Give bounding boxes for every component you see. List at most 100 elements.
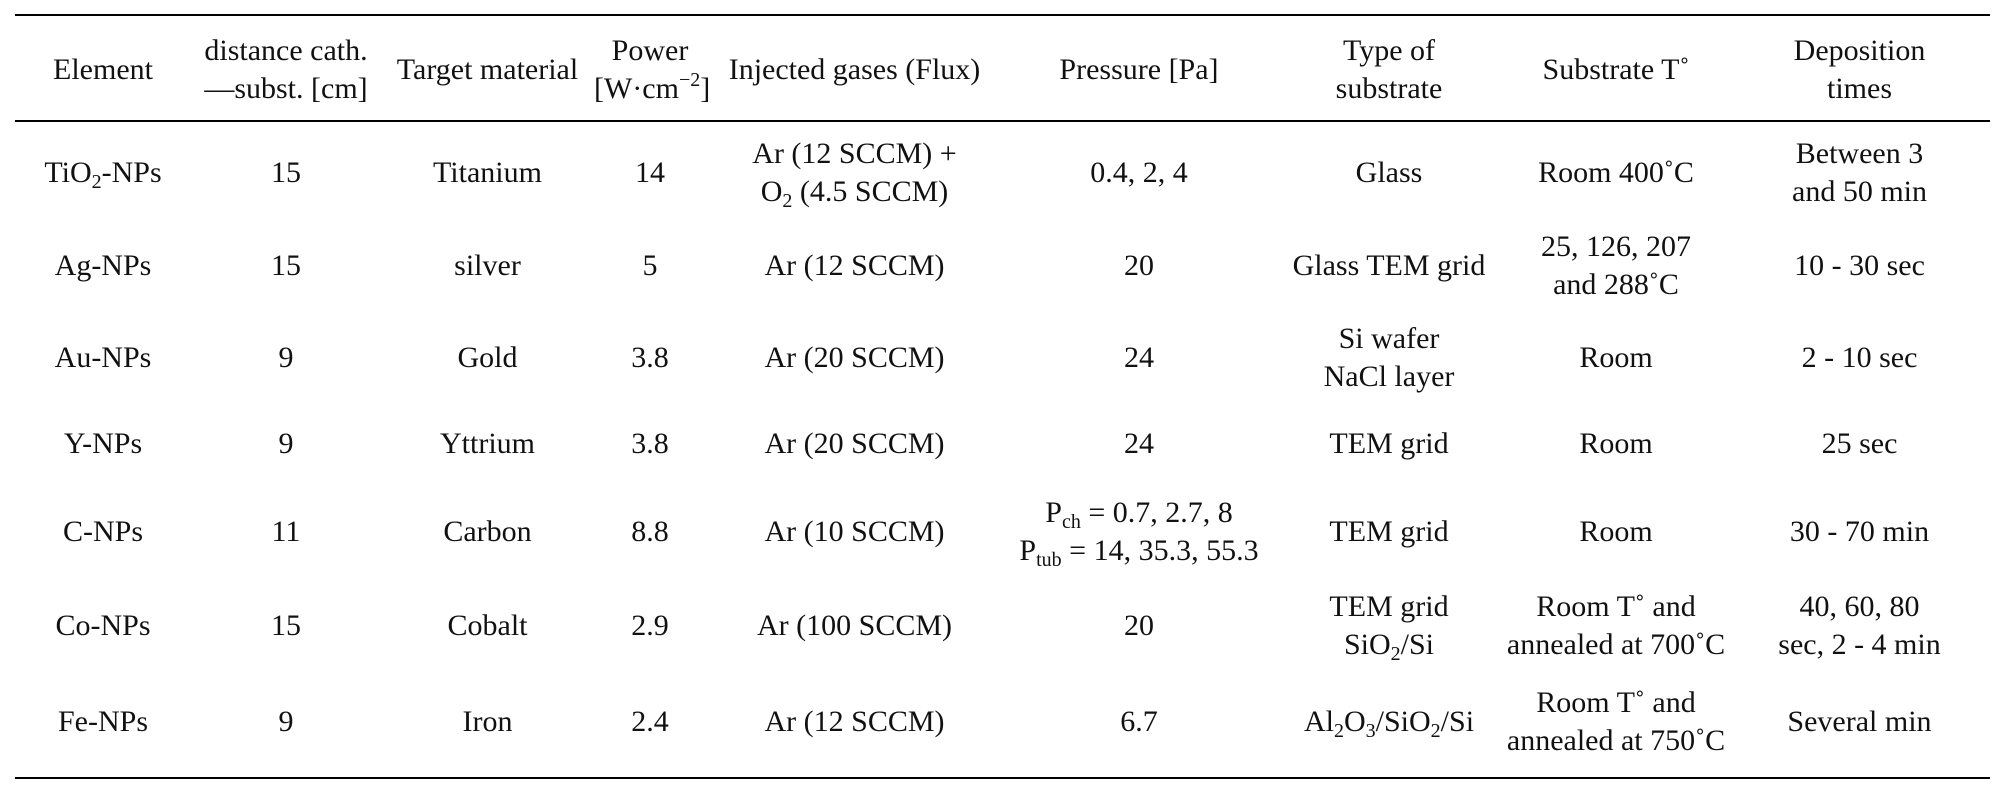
cell-substrate: TEM grid	[1329, 427, 1449, 460]
cell-times: Between 3 and 50 min	[1729, 135, 1990, 211]
cell-pressure: 24	[1124, 427, 1154, 460]
cell-times: 25 sec	[1821, 427, 1898, 460]
substrate-sio: SiO	[1343, 628, 1391, 661]
cell-target: Cobalt	[447, 609, 528, 642]
table-row: Co-NPs 15 Cobalt 2.9 Ar (100 SCCM) 20 TE…	[15, 582, 1990, 670]
substrate-o-sub: 3	[1365, 720, 1376, 742]
cell-temp: Room 400˚C	[1538, 156, 1694, 189]
pressure-line1: Pch = 0.7, 2.7, 8	[1003, 494, 1275, 532]
cell-element: Fe-NPs	[57, 705, 148, 738]
pressure-line2: Ptub = 14, 35.3, 55.3	[1003, 532, 1275, 570]
cell-target: Titanium	[433, 156, 542, 189]
gases-o-flux: (4.5 SCCM)	[792, 175, 949, 208]
header-rule	[15, 120, 1990, 122]
pressure-tub-sub: tub	[1036, 549, 1062, 571]
cell-element: TiO2-NPs	[15, 154, 191, 192]
cell-power: 14	[635, 156, 665, 189]
cell-substrate: Glass TEM grid	[1292, 249, 1486, 282]
cell-substrate: Glass	[1355, 156, 1423, 189]
temp-line2: annealed at 700˚C	[1506, 628, 1726, 661]
top-rule	[15, 14, 1990, 16]
temp-line1: 25, 126, 207	[1541, 230, 1691, 263]
temp-line1: Room T˚ and	[1536, 590, 1696, 623]
substrate-o: O	[1343, 705, 1366, 738]
header-pressure: Pressure [Pa]	[1059, 53, 1219, 86]
table-row: Au-NPs 9 Gold 3.8 Ar (20 SCCM) 24 Si waf…	[15, 314, 1990, 402]
cell-power: 3.8	[631, 427, 669, 460]
cell-element: C-NPs	[62, 515, 144, 548]
substrate-sio-sub: 2	[1390, 643, 1401, 665]
cell-pressure: Pch = 0.7, 2.7, 8 Ptub = 14, 35.3, 55.3	[1003, 494, 1275, 570]
table-row: Fe-NPs 9 Iron 2.4 Ar (12 SCCM) 6.7 Al2O3…	[15, 678, 1990, 766]
cell-substrate: Si wafer NaCl layer	[1275, 320, 1503, 396]
cell-power: 2.9	[631, 609, 669, 642]
cell-times: Several min	[1787, 705, 1932, 738]
cell-element: Co-NPs	[55, 609, 151, 642]
pressure-ch-values: = 0.7, 2.7, 8	[1080, 496, 1233, 529]
cell-target: Carbon	[443, 515, 532, 548]
gases-line1: Ar (12 SCCM) +	[752, 137, 957, 170]
substrate-sio-sub: 2	[1430, 720, 1441, 742]
table-row: TiO2-NPs 15 Titanium 14 Ar (12 SCCM) + O…	[15, 128, 1990, 218]
header-distance-line1: distance cath.	[204, 34, 368, 67]
header-power-line2: [W·cm−2]	[594, 70, 710, 108]
substrate-al: Al	[1303, 705, 1334, 738]
substrate-line2: NaCl layer	[1323, 360, 1455, 393]
times-line1: 40, 60, 80	[1799, 590, 1920, 623]
substrate-line1: Si wafer	[1338, 322, 1440, 355]
temp-line2: and 288˚C	[1553, 268, 1679, 301]
cell-temp: Room	[1579, 427, 1653, 460]
gases-o: O	[760, 175, 783, 208]
element-base: TiO	[44, 156, 92, 189]
cell-temp: 25, 126, 207 and 288˚C	[1503, 228, 1729, 304]
cell-times: 10 - 30 sec	[1794, 249, 1925, 282]
cell-gases: Ar (12 SCCM)	[764, 705, 945, 738]
gases-o-sub: 2	[782, 190, 793, 212]
cell-temp: Room T˚ and annealed at 750˚C	[1503, 684, 1729, 760]
cell-target: Gold	[457, 341, 518, 374]
pressure-p-tub: P	[1019, 534, 1037, 567]
cell-distance: 15	[271, 156, 301, 189]
header-times-line1: Deposition	[1793, 34, 1926, 67]
cell-temp: Room	[1579, 341, 1653, 374]
header-power-close: ]	[700, 72, 711, 105]
cell-substrate: TEM grid	[1329, 515, 1449, 548]
substrate-line1: TEM grid	[1329, 590, 1449, 623]
header-element: Element	[53, 53, 153, 86]
cell-power: 3.8	[631, 341, 669, 374]
cell-pressure: 20	[1124, 249, 1154, 282]
cell-gases: Ar (20 SCCM)	[764, 427, 945, 460]
element-suffix: -NPs	[101, 156, 162, 189]
cell-times: 30 - 70 min	[1789, 515, 1930, 548]
cell-temp: Room	[1579, 515, 1653, 548]
times-line2: sec, 2 - 4 min	[1778, 628, 1941, 661]
table-row: Y-NPs 9 Yttrium 3.8 Ar (20 SCCM) 24 TEM …	[15, 408, 1990, 480]
cell-element: Y-NPs	[63, 427, 143, 460]
pressure-tub-values: = 14, 35.3, 55.3	[1061, 534, 1259, 567]
temp-line2: annealed at 750˚C	[1506, 724, 1726, 757]
header-times-line2: times	[1827, 72, 1892, 105]
header-power-line1: Power	[611, 34, 689, 67]
cell-times: 2 - 10 sec	[1801, 341, 1918, 374]
header-gases: Injected gases (Flux)	[728, 53, 981, 86]
cell-substrate: Al2O3/SiO2/Si	[1275, 703, 1503, 741]
element-sub: 2	[91, 171, 102, 193]
substrate-si: /Si	[1440, 705, 1475, 738]
cell-times: 40, 60, 80 sec, 2 - 4 min	[1729, 588, 1990, 664]
substrate-line2: SiO2/Si	[1275, 626, 1503, 664]
pressure-p-ch: P	[1045, 496, 1062, 529]
temp-line1: Room T˚ and	[1536, 686, 1696, 719]
cell-pressure: 0.4, 2, 4	[1090, 156, 1188, 189]
cell-pressure: 6.7	[1120, 705, 1158, 738]
header-substrate: Type of substrate	[1275, 32, 1503, 108]
cell-power: 8.8	[631, 515, 669, 548]
cell-gases: Ar (10 SCCM)	[764, 515, 945, 548]
times-line1: Between 3	[1795, 137, 1924, 170]
cell-temp: Room T˚ and annealed at 700˚C	[1503, 588, 1729, 664]
header-power: Power [W·cm−2]	[594, 32, 710, 108]
pressure-ch-sub: ch	[1061, 511, 1081, 533]
cell-gases: Ar (100 SCCM)	[756, 609, 952, 642]
cell-pressure: 20	[1124, 609, 1154, 642]
cell-distance: 9	[278, 341, 294, 374]
cell-substrate: TEM grid SiO2/Si	[1275, 588, 1503, 664]
